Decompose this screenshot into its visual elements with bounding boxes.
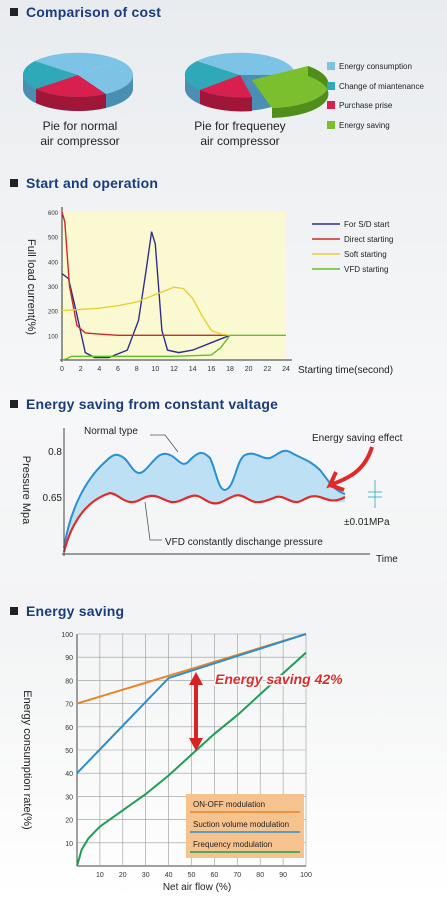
pie-frequency xyxy=(184,52,329,118)
bullet-icon xyxy=(10,179,18,187)
legend-swatch-energy xyxy=(327,62,335,70)
pie-legend: Energy consumption Change of miantenance… xyxy=(327,62,425,130)
legend-label-saving: Energy saving xyxy=(339,121,390,130)
pie-normal-slice-energy-3 xyxy=(78,75,134,94)
bullet-icon xyxy=(10,400,18,408)
legend-swatch-saving xyxy=(327,121,335,129)
legend-label-purchase: Purchase prise xyxy=(339,101,393,110)
pie-normal-label-1: Pie for normal xyxy=(43,119,118,133)
pie-frequency-label-2: air compressor xyxy=(200,134,279,148)
pie-normal xyxy=(22,52,134,111)
legend-swatch-maintenance xyxy=(327,82,335,90)
section-title-voltage: Energy saving from constant valtage xyxy=(10,396,278,412)
cost-comparison-figure: Pie for normal air compressor Pie for fr… xyxy=(22,52,425,148)
pie-frequency-slice-purchase xyxy=(200,75,252,98)
pie-frequency-saving-edge xyxy=(272,66,329,118)
bullet-icon xyxy=(10,607,18,615)
pie-normal-purchase-edge xyxy=(36,89,106,111)
pie-frequency-slice-maintenance xyxy=(184,61,240,90)
bullet-icon xyxy=(10,8,18,16)
section-title-cost: Comparison of cost xyxy=(10,4,161,20)
pie-frequency-purchase-edge xyxy=(200,90,252,112)
legend-label-energy: Energy consumption xyxy=(339,62,412,71)
pie-frequency-slice-energy xyxy=(197,52,296,75)
legend-swatch-purchase xyxy=(327,101,335,109)
pie-normal-slice-energy-2 xyxy=(35,52,119,75)
pie-frequency-slice-saving xyxy=(252,66,329,108)
pie-normal-slice-energy xyxy=(78,60,134,75)
pie-normal-slice-purchase xyxy=(36,75,106,97)
pie-normal-slice-maintenance xyxy=(22,61,78,89)
section-title-energy: Energy saving xyxy=(10,603,124,619)
section-title-start: Start and operation xyxy=(10,175,158,191)
pie-normal-label-2: air compressor xyxy=(40,134,119,148)
legend-label-maintenance: Change of miantenance xyxy=(339,82,425,91)
pie-frequency-label-1: Pie for frequeney xyxy=(194,119,285,133)
